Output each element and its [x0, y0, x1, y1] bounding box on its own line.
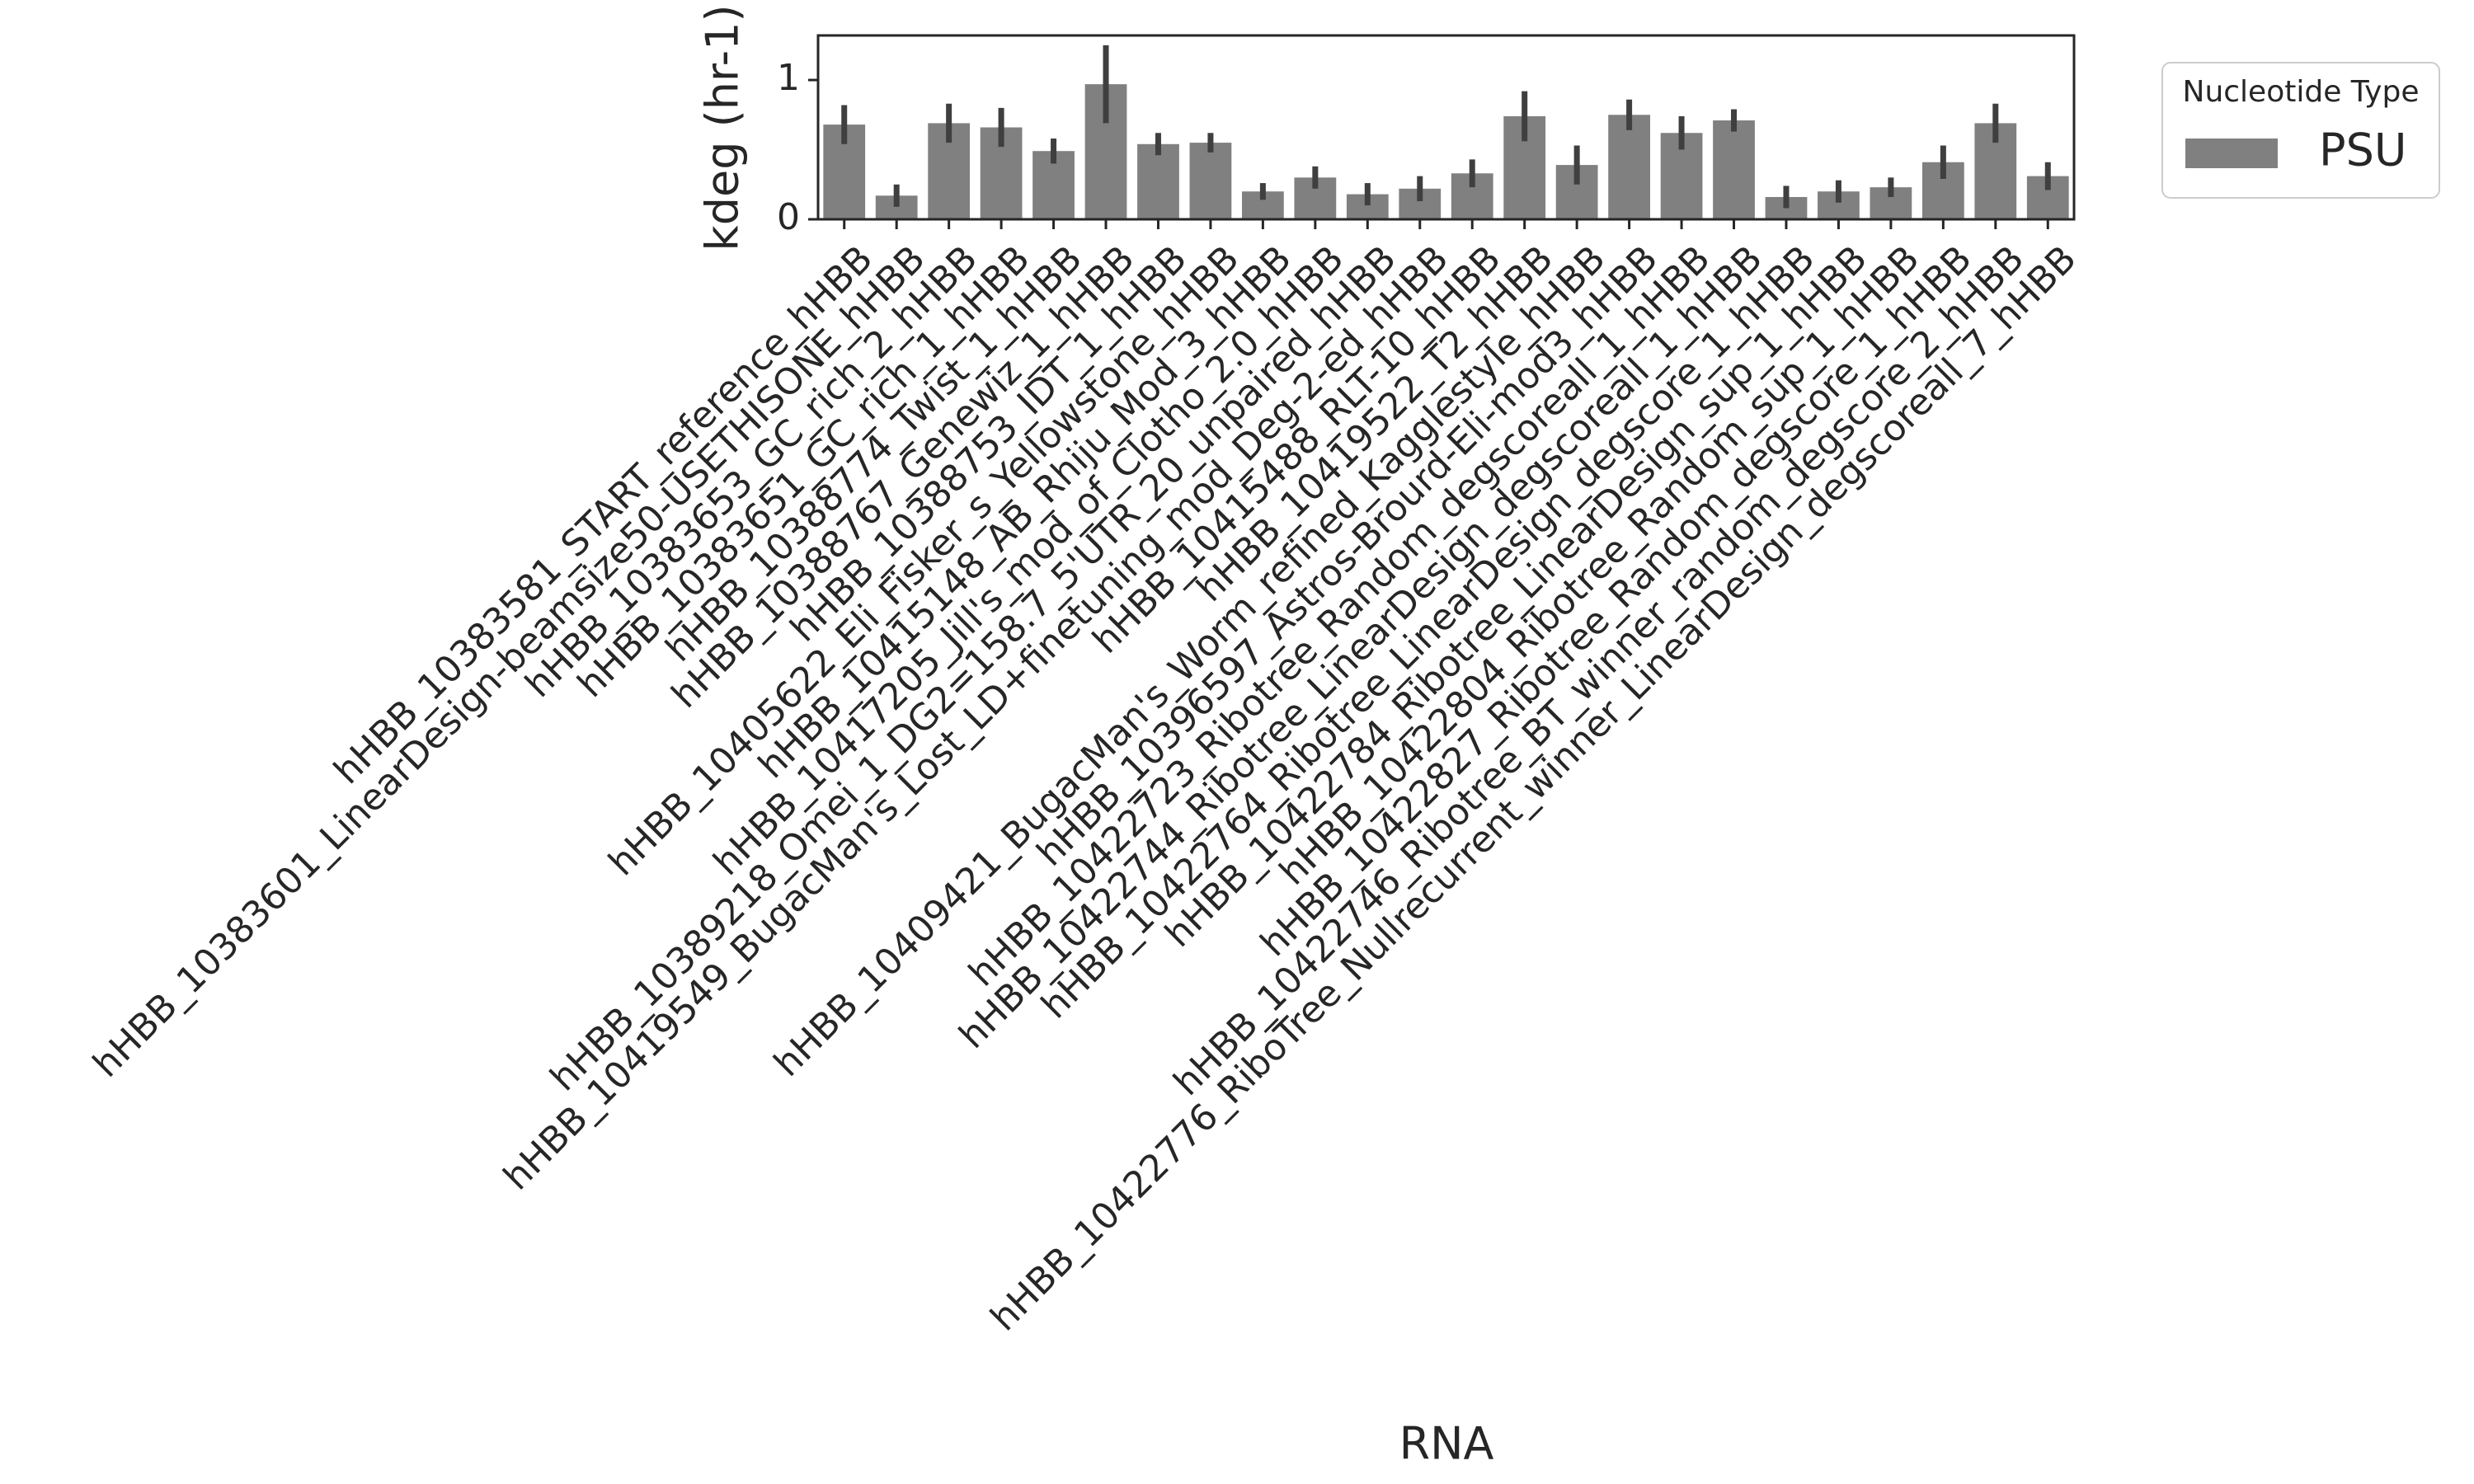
y-tick-label: 0 [777, 196, 800, 238]
bar [1137, 143, 1179, 219]
x-axis-label: RNA [1399, 1418, 1494, 1470]
y-tick-label: 1 [777, 57, 800, 99]
bar [1713, 120, 1755, 219]
legend-title: Nucleotide Type [2183, 75, 2420, 109]
bar [1608, 115, 1650, 219]
bar [1189, 143, 1232, 219]
legend-swatch [2185, 139, 2278, 168]
plot-frame [816, 34, 2076, 221]
y-axis-label: kdeg (hr-1) [697, 4, 749, 251]
legend-label: PSU [2319, 124, 2406, 176]
legend: Nucleotide Type PSU [2161, 62, 2440, 199]
